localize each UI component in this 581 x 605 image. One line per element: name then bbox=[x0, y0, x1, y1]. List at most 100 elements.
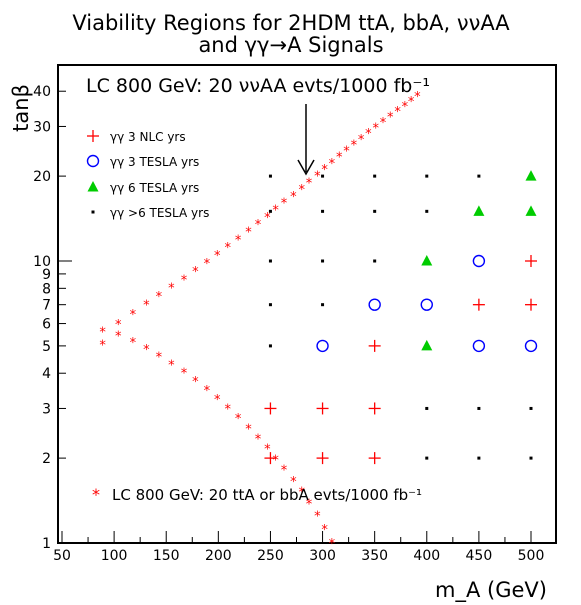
x-tick-label: 400 bbox=[413, 548, 440, 564]
annotation-tta-bba-text: LC 800 GeV: 20 ttA or bbA evts/1000 fb⁻¹ bbox=[112, 486, 422, 504]
legend-marker-square bbox=[91, 210, 95, 214]
x-tick-label: 250 bbox=[257, 548, 284, 564]
boundary-point: * bbox=[245, 422, 252, 437]
boundary-point: * bbox=[336, 150, 343, 165]
boundary-point: * bbox=[343, 144, 350, 159]
y-tick-label: 6 bbox=[42, 317, 51, 333]
y-tick-label: 1 bbox=[42, 536, 51, 552]
data-point-square bbox=[373, 259, 377, 263]
data-point-plus bbox=[368, 402, 381, 415]
boundary-point: * bbox=[306, 176, 313, 191]
x-tick-label: 50 bbox=[53, 548, 71, 564]
data-point-square bbox=[477, 174, 481, 178]
data-point-triangle bbox=[525, 205, 537, 216]
boundary-point: * bbox=[245, 226, 252, 241]
boundary-point: * bbox=[115, 329, 122, 344]
boundary-point: * bbox=[235, 234, 242, 249]
data-point-plus bbox=[368, 339, 381, 352]
data-point-square bbox=[529, 456, 533, 460]
data-point-square bbox=[268, 174, 272, 178]
data-point-square bbox=[425, 456, 429, 460]
boundary-point: * bbox=[214, 249, 221, 264]
x-tick-label: 350 bbox=[361, 548, 388, 564]
data-point-plus bbox=[316, 452, 329, 465]
boundary-point: * bbox=[115, 318, 122, 333]
boundary-point: * bbox=[306, 498, 313, 513]
boundary-point: * bbox=[204, 257, 211, 272]
data-point-circle bbox=[368, 298, 381, 311]
boundary-point: * bbox=[130, 308, 137, 323]
data-point-triangle bbox=[421, 255, 433, 266]
data-point-triangle bbox=[473, 205, 485, 216]
boundary-point: * bbox=[235, 412, 242, 427]
boundary-point: * bbox=[214, 393, 221, 408]
data-point-square bbox=[321, 174, 325, 178]
data-point-plus bbox=[472, 298, 485, 311]
boundary-point: * bbox=[314, 169, 321, 184]
data-markers bbox=[264, 170, 538, 465]
boundary-point: * bbox=[329, 157, 336, 172]
boundary-point: * bbox=[281, 197, 288, 212]
y-tick-label: 4 bbox=[42, 366, 51, 382]
data-point-circle bbox=[420, 298, 433, 311]
boundary-point: * bbox=[130, 336, 137, 351]
boundary-point: * bbox=[272, 453, 279, 468]
boundary-point: * bbox=[168, 282, 175, 297]
boundary-point: * bbox=[156, 290, 163, 305]
y-tick-label: 2 bbox=[42, 451, 51, 467]
data-point-square bbox=[477, 456, 481, 460]
y-tick-label: 20 bbox=[33, 169, 51, 185]
data-point-square bbox=[321, 303, 325, 307]
boundary-point: * bbox=[351, 138, 358, 153]
boundary-point: * bbox=[181, 367, 188, 382]
x-tick-label: 500 bbox=[518, 548, 545, 564]
data-point-square bbox=[268, 209, 272, 213]
data-point-circle bbox=[316, 339, 329, 353]
boundary-point: * bbox=[204, 384, 211, 399]
data-point-square bbox=[321, 209, 325, 213]
y-axis-title: tanβ bbox=[9, 84, 33, 132]
boundary-point: * bbox=[99, 325, 106, 340]
annotation-tta-bba: * LC 800 GeV: 20 ttA or bbA evts/1000 fb… bbox=[92, 485, 422, 504]
boundary-point: * bbox=[380, 116, 387, 131]
boundary-point: * bbox=[99, 339, 106, 354]
data-point-plus bbox=[525, 255, 537, 267]
annotation-asterisk-icon: * bbox=[92, 485, 100, 504]
y-tick-label: 3 bbox=[42, 401, 51, 417]
boundary-point: * bbox=[290, 190, 297, 205]
data-point-square bbox=[373, 174, 377, 178]
x-tick-label: 150 bbox=[153, 548, 180, 564]
y-tick-label: 10 bbox=[33, 254, 51, 270]
boundary-point: * bbox=[224, 402, 231, 417]
data-point-square bbox=[268, 259, 272, 263]
boundary-point: * bbox=[402, 100, 409, 115]
data-point-square bbox=[529, 406, 533, 410]
data-point-square bbox=[321, 259, 325, 263]
legend-marker-circle bbox=[86, 154, 100, 168]
data-point-square bbox=[425, 209, 429, 213]
data-point-plus bbox=[316, 402, 329, 415]
boundary-point: * bbox=[264, 211, 271, 226]
boundary-point: * bbox=[156, 351, 163, 366]
data-point-plus bbox=[525, 298, 537, 311]
legend-label: γγ 6 TESLA yrs bbox=[110, 181, 199, 195]
data-point-circle bbox=[472, 254, 486, 268]
boundary-point: * bbox=[168, 358, 175, 373]
legend-marker-triangle bbox=[87, 181, 99, 192]
boundary-point: * bbox=[290, 475, 297, 490]
boundary-point: * bbox=[394, 105, 401, 120]
boundary-point: * bbox=[255, 432, 262, 447]
boundary-point: * bbox=[298, 183, 305, 198]
boundary-point: * bbox=[329, 537, 336, 552]
y-tick-label: 9 bbox=[42, 267, 51, 283]
boundary-point: * bbox=[224, 241, 231, 256]
boundary-point: * bbox=[365, 127, 372, 142]
boundary-point: * bbox=[414, 90, 421, 105]
boundary-point: * bbox=[281, 464, 288, 479]
boundary-point: * bbox=[272, 204, 279, 219]
y-tick-label: 30 bbox=[33, 119, 51, 135]
boundary-point: * bbox=[387, 111, 394, 126]
boundary-point: * bbox=[264, 443, 271, 458]
x-tick-label: 300 bbox=[309, 548, 336, 564]
